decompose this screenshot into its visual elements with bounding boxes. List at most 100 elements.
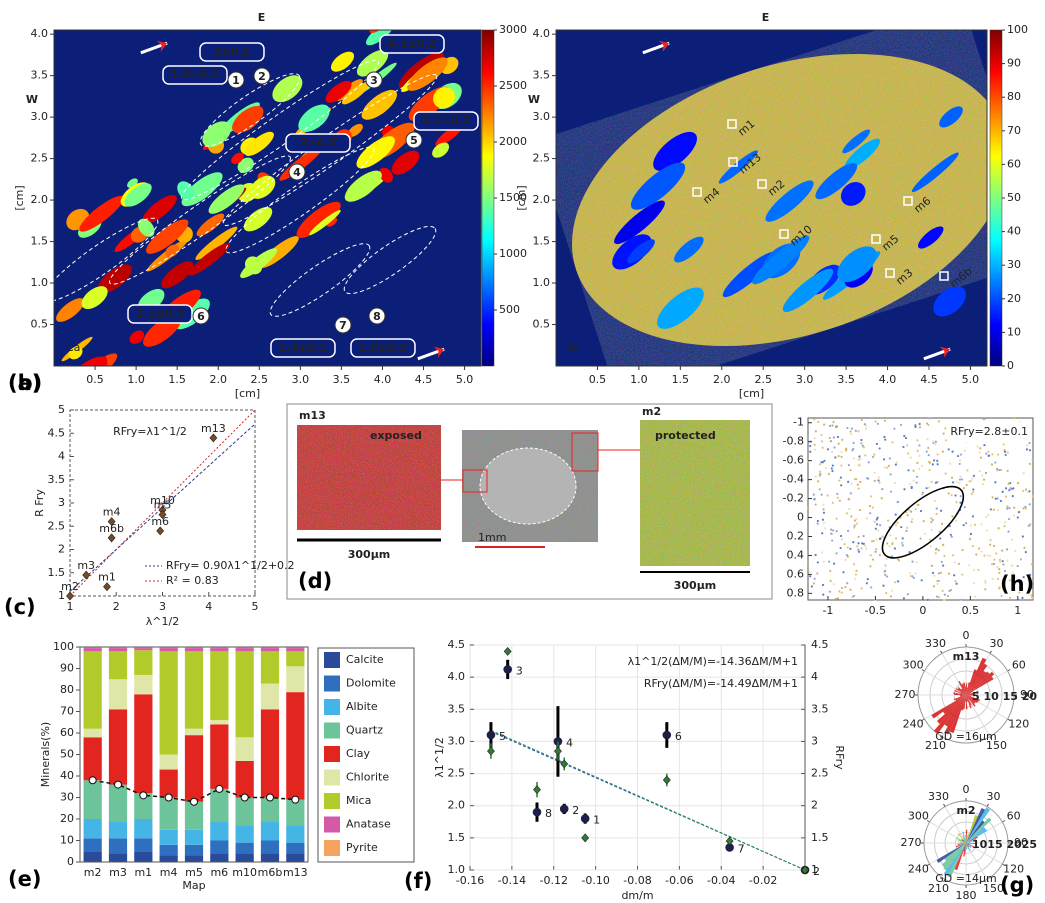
point-label: m1 <box>98 571 116 584</box>
fry-point <box>857 535 860 538</box>
rose-petal <box>966 843 971 845</box>
fry-point <box>845 447 848 450</box>
fry-point <box>959 453 963 456</box>
rose-petal <box>966 695 979 702</box>
fry-point <box>812 493 815 496</box>
direction-arrow <box>923 346 951 361</box>
rose-petal <box>957 843 966 845</box>
mineral-grain <box>196 213 225 237</box>
fry-point <box>818 463 822 466</box>
fry-point <box>894 481 897 485</box>
data-point <box>662 775 671 785</box>
angle-label: 270 <box>895 688 916 701</box>
fry-point <box>1016 516 1019 519</box>
fry-point <box>894 463 897 466</box>
bar-segment <box>134 647 153 649</box>
x-axis-label: [cm] <box>235 387 260 400</box>
trend-point <box>164 793 173 802</box>
rose-petal <box>960 695 966 697</box>
y-tick-label: 1.0 <box>533 276 551 289</box>
fry-point <box>925 450 928 453</box>
fry-point <box>822 503 825 506</box>
mineral-grain <box>165 244 180 258</box>
fry-point <box>873 471 876 474</box>
y-tick-label: 1 <box>58 589 65 602</box>
mineral-grain <box>243 206 273 232</box>
fry-point <box>1023 546 1026 549</box>
bar-segment <box>108 647 128 649</box>
rose-petal <box>966 695 968 710</box>
aluminium-poor-grain <box>718 150 758 184</box>
fry-point <box>836 496 839 499</box>
x-tick-label: 0 <box>919 604 926 617</box>
fry-point <box>875 518 878 521</box>
region-box <box>903 196 913 206</box>
bar-segment <box>108 853 128 862</box>
aluminium-poor-grain <box>782 268 834 312</box>
mineral-grain <box>129 330 145 344</box>
fry-point <box>962 486 966 490</box>
rose-petal <box>966 695 980 701</box>
rose-petal <box>966 657 987 695</box>
mineral-grain <box>249 175 276 199</box>
bar-segment <box>260 709 280 798</box>
rose-petal <box>966 835 968 843</box>
mineral-grain <box>432 142 450 158</box>
fry-point <box>829 569 832 573</box>
arrow-head <box>658 40 670 52</box>
point-label: 6 <box>675 730 682 743</box>
rose-petal <box>954 843 966 871</box>
trend-line <box>92 779 296 803</box>
fry-point <box>935 507 938 510</box>
fry-point <box>958 462 961 466</box>
fry-point <box>831 469 834 473</box>
fry-point <box>931 518 934 522</box>
annotation-marker <box>334 316 352 334</box>
colorbar-tick-label: 40 <box>1007 225 1021 238</box>
rose-petal <box>966 669 977 695</box>
fry-point <box>1031 495 1035 498</box>
fry-point <box>850 482 853 485</box>
fry-point <box>1016 482 1020 485</box>
x-tick-label: 4.0 <box>879 373 897 386</box>
mineral-grain <box>356 136 395 169</box>
colorbar-tick-label: 70 <box>1007 124 1021 137</box>
fry-point <box>912 576 915 580</box>
rose-petal <box>966 841 972 843</box>
angle-label: 0 <box>963 629 970 642</box>
x-tick-label: 4.5 <box>415 373 433 386</box>
fry-point <box>972 568 975 572</box>
micrograph-title: m13 <box>299 409 326 422</box>
fry-point <box>1022 489 1025 492</box>
fry-point <box>857 542 860 545</box>
mineral-grain <box>413 0 458 17</box>
fry-point <box>899 423 903 427</box>
aluminium-poor-grain <box>752 235 810 285</box>
x-tick-label: 5.0 <box>456 373 474 386</box>
fry-point <box>972 474 975 477</box>
y-tick-label: 4.0 <box>448 670 466 683</box>
y-tick-label: 2.0 <box>533 193 551 206</box>
fry-point <box>932 585 936 588</box>
fry-point <box>981 474 984 477</box>
x-tick-label: m3 <box>109 866 127 879</box>
rose-petal <box>966 828 988 843</box>
fry-point <box>859 457 862 460</box>
fry-point <box>847 463 850 467</box>
fry-point <box>970 492 973 496</box>
mineral-grain <box>231 152 244 165</box>
fry-point <box>921 464 924 467</box>
bar-segment <box>83 647 102 649</box>
fry-point <box>878 481 881 484</box>
annotation-number: 2 <box>258 70 266 83</box>
fry-point <box>948 589 951 593</box>
fry-point <box>1022 507 1025 510</box>
fry-point <box>910 485 913 489</box>
bar-segment <box>260 821 280 841</box>
rose-petal <box>966 843 969 847</box>
rose-petal <box>957 688 966 695</box>
fry-point <box>836 597 840 600</box>
bar-segment <box>210 647 229 649</box>
legend-label: Anatase <box>346 818 391 831</box>
y-tick-label: 1.0 <box>31 276 49 289</box>
